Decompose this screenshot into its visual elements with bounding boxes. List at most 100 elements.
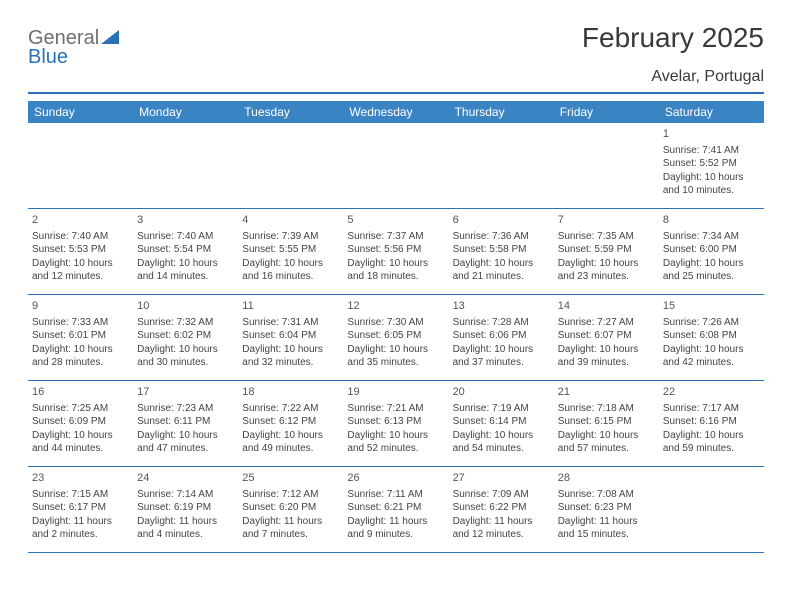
daylight-text: Daylight: 10 hours and 10 minutes. <box>663 171 760 198</box>
day-number: 11 <box>242 299 339 314</box>
daylight-text: Daylight: 11 hours and 2 minutes. <box>32 515 129 542</box>
sunrise-text: Sunrise: 7:14 AM <box>137 488 234 502</box>
daylight-text: Daylight: 10 hours and 37 minutes. <box>453 343 550 370</box>
sunset-text: Sunset: 6:00 PM <box>663 243 760 257</box>
logo-triangle-icon <box>101 30 119 44</box>
day-number: 5 <box>347 213 444 228</box>
calendar-cell: 15Sunrise: 7:26 AMSunset: 6:08 PMDayligh… <box>659 295 764 381</box>
calendar-cell: 2 Sunrise: 7:40 AMSunset: 5:53 PMDaylight… <box>28 209 133 295</box>
day-number: 28 <box>558 471 655 486</box>
sunset-text: Sunset: 5:55 PM <box>242 243 339 257</box>
calendar-cell: 26Sunrise: 7:11 AMSunset: 6:21 PMDayligh… <box>343 467 448 553</box>
daylight-text: Daylight: 10 hours and 42 minutes. <box>663 343 760 370</box>
calendar: SundayMondayTuesdayWednesdayThursdayFrid… <box>28 101 764 553</box>
sunset-text: Sunset: 5:53 PM <box>32 243 129 257</box>
daylight-text: Daylight: 10 hours and 39 minutes. <box>558 343 655 370</box>
day-number: 23 <box>32 471 129 486</box>
calendar-cell: 5 Sunrise: 7:37 AMSunset: 5:56 PMDaylight… <box>343 209 448 295</box>
sunrise-text: Sunrise: 7:37 AM <box>347 230 444 244</box>
sunrise-text: Sunrise: 7:40 AM <box>32 230 129 244</box>
sunset-text: Sunset: 5:52 PM <box>663 157 760 171</box>
sunrise-text: Sunrise: 7:11 AM <box>347 488 444 502</box>
day-number: 10 <box>137 299 234 314</box>
day-number: 20 <box>453 385 550 400</box>
day-number: 18 <box>242 385 339 400</box>
day-number: 19 <box>347 385 444 400</box>
sunrise-text: Sunrise: 7:12 AM <box>242 488 339 502</box>
day-number: 15 <box>663 299 760 314</box>
calendar-cell: 21Sunrise: 7:18 AMSunset: 6:15 PMDayligh… <box>554 381 659 467</box>
daylight-text: Daylight: 10 hours and 54 minutes. <box>453 429 550 456</box>
daylight-text: Daylight: 10 hours and 49 minutes. <box>242 429 339 456</box>
day-number: 13 <box>453 299 550 314</box>
header: General Blue February 2025 <box>28 22 764 67</box>
daylight-text: Daylight: 11 hours and 12 minutes. <box>453 515 550 542</box>
logo-text: General Blue <box>28 28 119 67</box>
day-number: 27 <box>453 471 550 486</box>
day-number: 16 <box>32 385 129 400</box>
calendar-cell: 27Sunrise: 7:09 AMSunset: 6:22 PMDayligh… <box>449 467 554 553</box>
day-number: 8 <box>663 213 760 228</box>
sunrise-text: Sunrise: 7:22 AM <box>242 402 339 416</box>
calendar-cell: 23 Sunrise: 7:15 AMSunset: 6:17 PMDayligh… <box>28 467 133 553</box>
daylight-text: Daylight: 10 hours and 32 minutes. <box>242 343 339 370</box>
sunset-text: Sunset: 5:58 PM <box>453 243 550 257</box>
daylight-text: Daylight: 10 hours and 59 minutes. <box>663 429 760 456</box>
calendar-cell <box>133 123 238 209</box>
sunrise-text: Sunrise: 7:31 AM <box>242 316 339 330</box>
sunrise-text: Sunrise: 7:27 AM <box>558 316 655 330</box>
sunset-text: Sunset: 6:17 PM <box>32 501 129 515</box>
daylight-text: Daylight: 10 hours and 57 minutes. <box>558 429 655 456</box>
sunset-text: Sunset: 6:19 PM <box>137 501 234 515</box>
sunset-text: Sunset: 5:56 PM <box>347 243 444 257</box>
sunrise-text: Sunrise: 7:23 AM <box>137 402 234 416</box>
daylight-text: Daylight: 10 hours and 12 minutes. <box>32 257 129 284</box>
calendar-cell <box>343 123 448 209</box>
day-number: 1 <box>663 127 760 142</box>
sunrise-text: Sunrise: 7:15 AM <box>32 488 129 502</box>
day-number: 24 <box>137 471 234 486</box>
daylight-text: Daylight: 10 hours and 30 minutes. <box>137 343 234 370</box>
sunrise-text: Sunrise: 7:34 AM <box>663 230 760 244</box>
sunrise-text: Sunrise: 7:39 AM <box>242 230 339 244</box>
weekday-label: Saturday <box>659 101 764 123</box>
calendar-cell: 17Sunrise: 7:23 AMSunset: 6:11 PMDayligh… <box>133 381 238 467</box>
daylight-text: Daylight: 10 hours and 23 minutes. <box>558 257 655 284</box>
daylight-text: Daylight: 10 hours and 47 minutes. <box>137 429 234 456</box>
location-subtitle: Avelar, Portugal <box>28 68 764 94</box>
daylight-text: Daylight: 11 hours and 9 minutes. <box>347 515 444 542</box>
calendar-cell: 1Sunrise: 7:41 AMSunset: 5:52 PMDaylight… <box>659 123 764 209</box>
sunrise-text: Sunrise: 7:32 AM <box>137 316 234 330</box>
calendar-cell <box>238 123 343 209</box>
calendar-cell: 16Sunrise: 7:25 AMSunset: 6:09 PMDayligh… <box>28 381 133 467</box>
title-block: February 2025 <box>582 22 764 54</box>
day-number: 9 <box>32 299 129 314</box>
sunrise-text: Sunrise: 7:26 AM <box>663 316 760 330</box>
calendar-cell: 18 Sunrise: 7:22 AMSunset: 6:12 PMDayligh… <box>238 381 343 467</box>
daylight-text: Daylight: 10 hours and 18 minutes. <box>347 257 444 284</box>
calendar-cell: 13Sunrise: 7:28 AMSunset: 6:06 PMDayligh… <box>449 295 554 381</box>
sunset-text: Sunset: 6:20 PM <box>242 501 339 515</box>
logo: General Blue <box>28 22 119 67</box>
sunset-text: Sunset: 6:04 PM <box>242 329 339 343</box>
day-number: 2 <box>32 213 129 228</box>
sunset-text: Sunset: 6:12 PM <box>242 415 339 429</box>
calendar-cell: 3Sunrise: 7:40 AMSunset: 5:54 PMDaylight… <box>133 209 238 295</box>
sunset-text: Sunset: 6:15 PM <box>558 415 655 429</box>
day-number: 14 <box>558 299 655 314</box>
daylight-text: Daylight: 10 hours and 16 minutes. <box>242 257 339 284</box>
sunrise-text: Sunrise: 7:35 AM <box>558 230 655 244</box>
sunset-text: Sunset: 6:14 PM <box>453 415 550 429</box>
sunset-text: Sunset: 5:54 PM <box>137 243 234 257</box>
calendar-cell: 25Sunrise: 7:12 AMSunset: 6:20 PMDayligh… <box>238 467 343 553</box>
calendar-cell <box>28 123 133 209</box>
daylight-text: Daylight: 10 hours and 28 minutes. <box>32 343 129 370</box>
daylight-text: Daylight: 10 hours and 52 minutes. <box>347 429 444 456</box>
sunrise-text: Sunrise: 7:08 AM <box>558 488 655 502</box>
sunset-text: Sunset: 6:13 PM <box>347 415 444 429</box>
sunrise-text: Sunrise: 7:40 AM <box>137 230 234 244</box>
weekday-label: Wednesday <box>343 101 448 123</box>
calendar-cell: 28Sunrise: 7:08 AMSunset: 6:23 PMDayligh… <box>554 467 659 553</box>
weekday-label: Friday <box>554 101 659 123</box>
day-number: 22 <box>663 385 760 400</box>
